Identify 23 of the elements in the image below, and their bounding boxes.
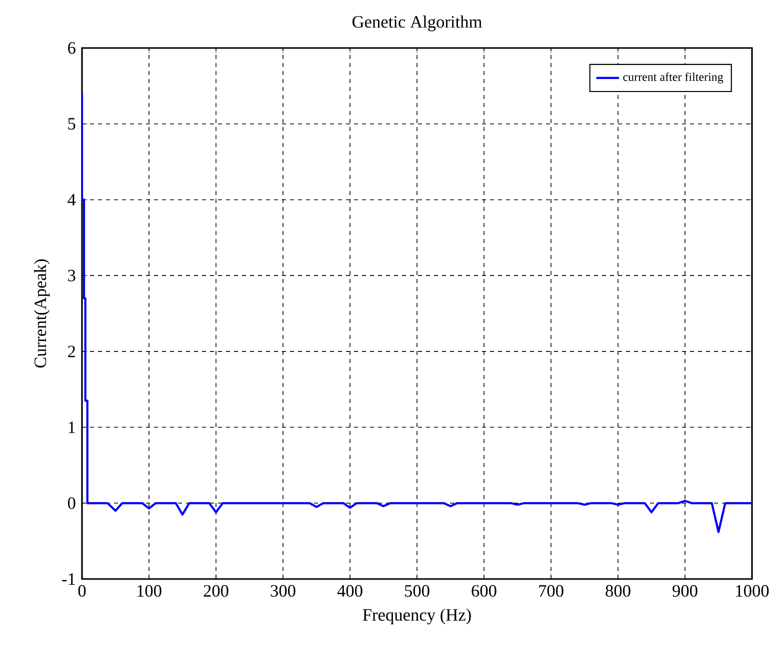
y-tick-label: 5 bbox=[68, 118, 76, 130]
x-tick-label: 400 bbox=[337, 585, 362, 597]
x-tick-label: 300 bbox=[270, 585, 296, 597]
y-axis-title: Current(Apeak) bbox=[34, 259, 50, 368]
x-tick-label: 800 bbox=[606, 585, 630, 597]
legend-label: current after filtering bbox=[623, 72, 724, 84]
x-tick-label: 500 bbox=[405, 585, 430, 597]
y-tick-label: 1 bbox=[68, 422, 75, 434]
y-tick-label: 4 bbox=[68, 194, 76, 206]
y-tick-label: 6 bbox=[68, 42, 76, 54]
x-tick-label: 0 bbox=[78, 585, 86, 597]
x-tick-label: 600 bbox=[472, 585, 496, 597]
x-tick-label: 900 bbox=[672, 585, 698, 597]
y-tick-label: 2 bbox=[68, 346, 76, 358]
y-tick-label: 3 bbox=[68, 270, 76, 282]
x-tick-label: 700 bbox=[539, 585, 564, 597]
x-tick-label: 1000 bbox=[736, 585, 769, 597]
chart-title: Genetic Algorithm bbox=[352, 16, 482, 32]
x-axis-title: Frequency (Hz) bbox=[362, 608, 471, 624]
x-tick-label: 200 bbox=[204, 585, 228, 597]
x-tick-label: 100 bbox=[138, 585, 162, 597]
y-tick-label: 0 bbox=[68, 497, 76, 509]
y-tick-label: -1 bbox=[62, 573, 75, 585]
